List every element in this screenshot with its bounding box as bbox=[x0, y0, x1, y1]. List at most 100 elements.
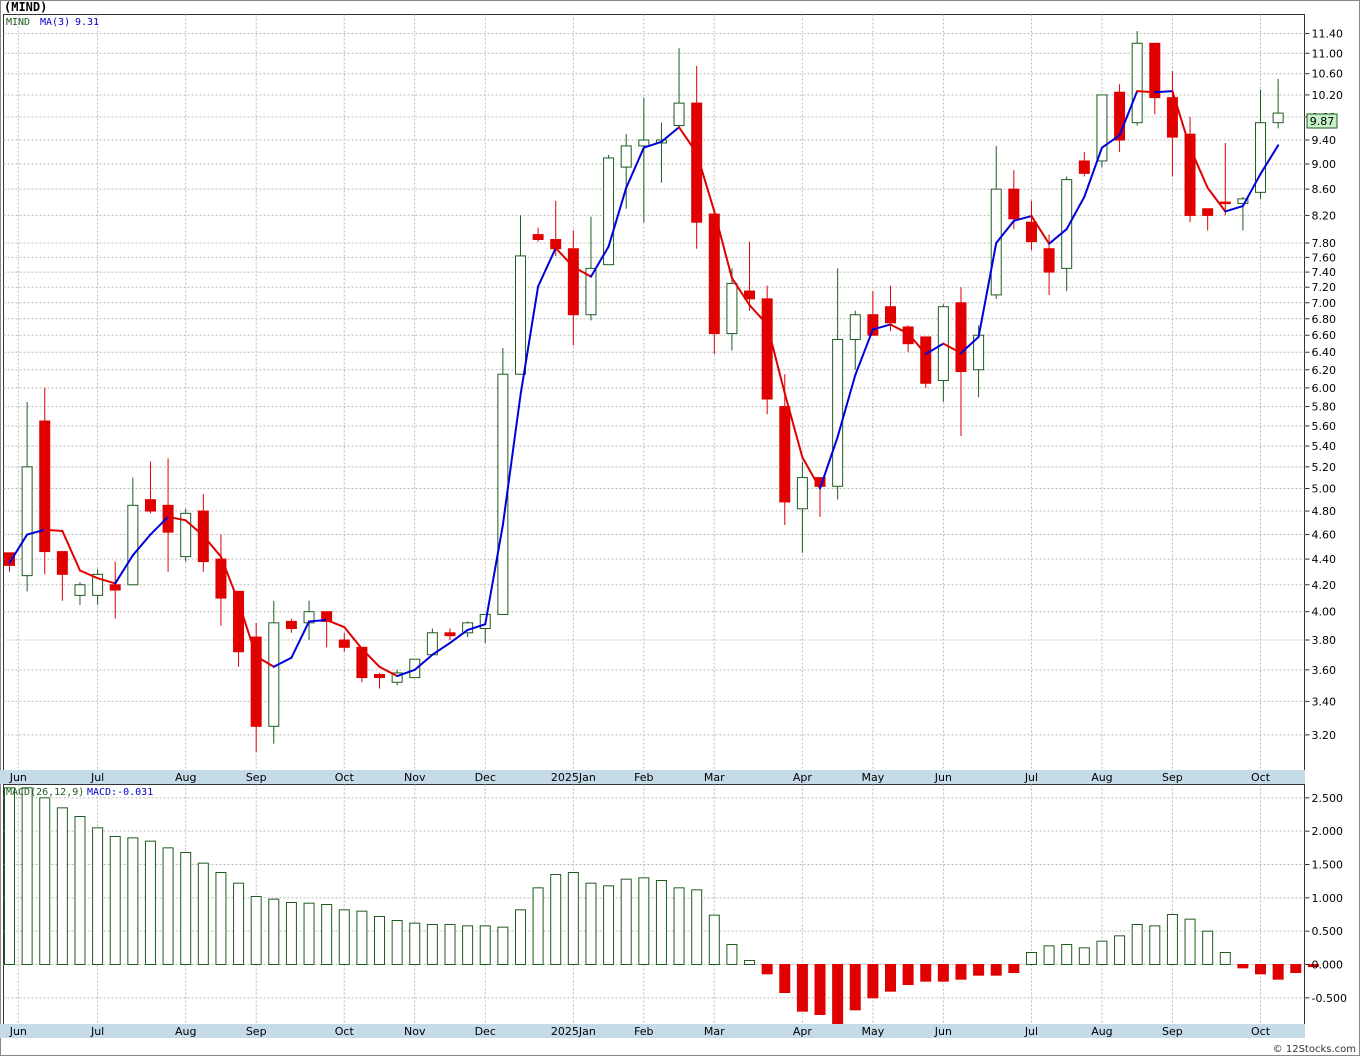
macd-bar bbox=[1272, 964, 1284, 980]
ma-segment bbox=[325, 619, 346, 629]
candle-body bbox=[638, 139, 650, 147]
macd-bar bbox=[180, 852, 192, 965]
ma-segment bbox=[713, 210, 733, 280]
month-label: Dec bbox=[475, 771, 496, 784]
macd-bar bbox=[444, 924, 456, 965]
price-tick-label: 6.00 bbox=[1312, 382, 1337, 395]
month-label: Jul bbox=[1024, 1025, 1038, 1038]
ma-segment bbox=[1118, 90, 1139, 137]
candle-body bbox=[955, 302, 967, 373]
macd-bar bbox=[497, 926, 509, 966]
macd-bar bbox=[532, 887, 544, 965]
price-tick-label: 4.00 bbox=[1312, 606, 1337, 619]
ma-segment bbox=[413, 653, 434, 671]
moving-average-line bbox=[8, 90, 1280, 678]
macd-bar bbox=[144, 840, 156, 966]
month-label: Jun bbox=[9, 771, 27, 784]
ma-segment bbox=[1048, 228, 1068, 245]
price-tick-label: 6.60 bbox=[1312, 329, 1337, 342]
price-tick-label: 6.80 bbox=[1312, 313, 1337, 326]
macd-bar bbox=[1237, 964, 1249, 969]
ma-segment bbox=[1030, 215, 1051, 245]
candle-body bbox=[620, 145, 632, 168]
macd-grid bbox=[3, 784, 1305, 1025]
macd-bar bbox=[885, 964, 896, 992]
month-label: Nov bbox=[404, 1025, 426, 1038]
ma-segment bbox=[554, 247, 575, 268]
candle-body bbox=[1043, 248, 1055, 273]
ma-segment bbox=[1241, 172, 1262, 208]
month-label: Oct bbox=[335, 771, 355, 784]
macd-bar bbox=[814, 964, 826, 1015]
macd-bar bbox=[426, 924, 438, 965]
ma-segment bbox=[748, 304, 769, 326]
candle-body bbox=[849, 314, 861, 340]
ma-segment bbox=[26, 528, 46, 536]
price-tick-label: 8.60 bbox=[1312, 183, 1337, 196]
macd-bar bbox=[250, 896, 262, 965]
ma-segment bbox=[131, 533, 152, 557]
month-label: Dec bbox=[475, 1025, 496, 1038]
candle-body bbox=[920, 336, 932, 384]
ma-segment bbox=[78, 569, 99, 580]
macd-bar bbox=[1184, 918, 1196, 966]
ma-segment bbox=[537, 247, 557, 288]
month-label: Jul bbox=[1024, 771, 1038, 784]
candle-body bbox=[832, 338, 844, 487]
ma-segment bbox=[308, 619, 328, 623]
price-tick-label: 3.40 bbox=[1312, 695, 1337, 708]
macd-bar bbox=[849, 964, 861, 1011]
ma-segment bbox=[730, 277, 751, 307]
month-label: Nov bbox=[404, 771, 426, 784]
ma-segment bbox=[625, 146, 645, 189]
price-tick-label: 5.80 bbox=[1312, 401, 1337, 414]
macd-bar bbox=[197, 862, 209, 966]
macd-bar bbox=[374, 916, 386, 965]
macd-bar bbox=[56, 807, 68, 965]
ma-segment bbox=[1224, 205, 1244, 213]
ma-segment bbox=[237, 601, 258, 658]
ma-segment bbox=[396, 668, 416, 678]
last-price-label: 9.87 bbox=[1310, 115, 1335, 128]
candle-body bbox=[1114, 91, 1126, 141]
ma-segment bbox=[642, 140, 663, 149]
month-label: Apr bbox=[793, 771, 813, 784]
month-label: Aug bbox=[1091, 771, 1112, 784]
month-label: Mar bbox=[704, 1025, 725, 1038]
chart-title: (MIND) bbox=[4, 0, 47, 14]
month-label: Sep bbox=[246, 771, 267, 784]
price-panel: 3.20 3.40 3.60 3.80 4.00 4.20 4.40 4.60 4.80 5.00… bbox=[0, 14, 1343, 784]
month-label: 2025Jan bbox=[551, 1025, 596, 1038]
last-price-badge bbox=[1306, 113, 1338, 129]
macd-bar bbox=[867, 964, 879, 999]
ma-segment bbox=[907, 332, 927, 355]
ma-segment bbox=[202, 534, 222, 558]
ma-segment bbox=[466, 623, 487, 631]
candle-body bbox=[567, 248, 579, 316]
candle-body bbox=[885, 306, 896, 324]
candle-body bbox=[691, 102, 703, 223]
price-legend-symbol: MIND bbox=[6, 17, 30, 28]
macd-tick-label: 0.500 bbox=[1312, 925, 1344, 938]
month-label: 2025Jan bbox=[551, 771, 596, 784]
month-label: Sep bbox=[246, 1025, 267, 1038]
month-label: Feb bbox=[634, 771, 653, 784]
macd-bar bbox=[1202, 930, 1214, 966]
ma-segment bbox=[572, 265, 592, 278]
macd-bar bbox=[1096, 940, 1108, 966]
price-tick-label: 7.00 bbox=[1312, 297, 1337, 310]
macd-tick-label: 0.000 bbox=[1312, 959, 1344, 972]
candle-body bbox=[74, 584, 86, 596]
candle-body bbox=[867, 314, 879, 336]
macd-bar bbox=[338, 909, 350, 965]
candle-body bbox=[1025, 221, 1037, 243]
month-label: Jun bbox=[934, 771, 952, 784]
macd-bar bbox=[691, 889, 703, 965]
ma-segment bbox=[378, 665, 399, 678]
price-tick-label: 3.20 bbox=[1312, 729, 1337, 742]
ma-segment bbox=[8, 533, 29, 564]
candle-body bbox=[1008, 188, 1020, 220]
price-month-labels: Jun Jul Aug Sep Oct Nov Dec 2025Jan Feb Mar Apr May… bbox=[9, 771, 1271, 784]
ma-segment bbox=[678, 126, 698, 155]
